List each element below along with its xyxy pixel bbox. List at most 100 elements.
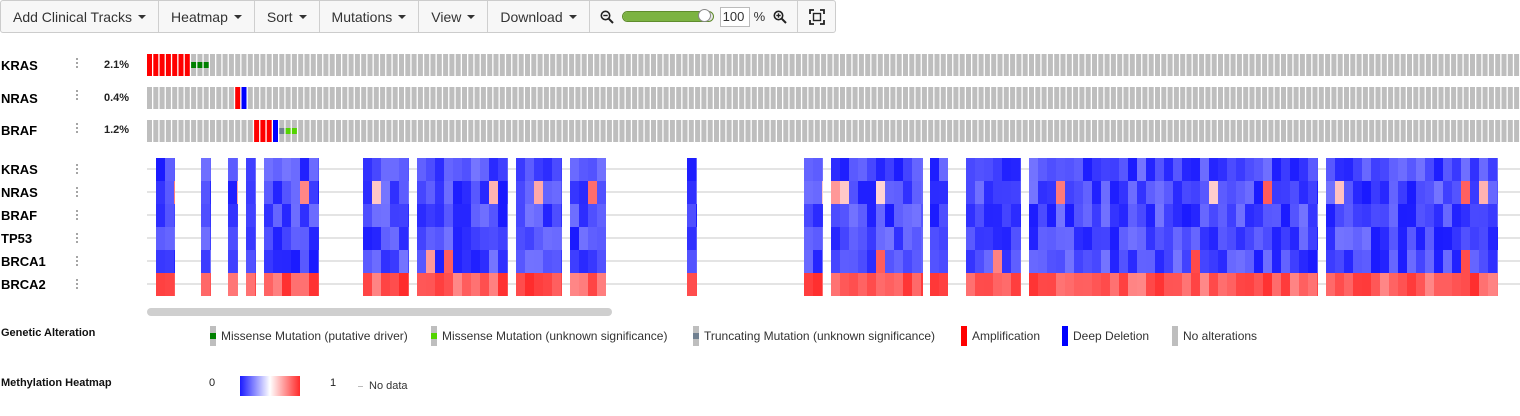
heatmap-cell <box>813 227 822 250</box>
heatmap-cell <box>1227 250 1236 273</box>
oncoprint-cell <box>644 120 650 142</box>
oncoprint-cell <box>1073 87 1079 109</box>
track-menu-icon[interactable] <box>72 57 82 71</box>
heatmap-cell <box>390 181 399 204</box>
oncoprint-cell <box>449 54 455 76</box>
oncoprint-cell <box>512 54 518 76</box>
sort-button[interactable]: Sort <box>255 1 320 32</box>
heatmap-cell <box>1353 273 1362 296</box>
heatmap-label-nras[interactable]: NRAS <box>1 185 38 200</box>
heatmap-cell <box>1371 227 1380 250</box>
mutations-button[interactable]: Mutations <box>320 1 420 32</box>
heatmap-cell <box>309 181 318 204</box>
track-label-braf[interactable]: BRAF <box>1 123 38 138</box>
add-clinical-tracks-button[interactable]: Add Clinical Tracks <box>1 1 160 32</box>
legend-missense-unknown-label: Missense Mutation (unknown significance) <box>442 329 668 343</box>
oncoprint-cell <box>191 87 197 109</box>
track-menu-icon[interactable] <box>72 163 82 177</box>
heatmap-cell <box>1398 158 1407 181</box>
heatmap-cell <box>696 227 697 250</box>
heatmap-cell <box>390 273 399 296</box>
download-button[interactable]: Download <box>488 1 590 32</box>
oncoprint-cell <box>342 120 348 142</box>
oncoprint-cell <box>1003 54 1009 76</box>
zoom-input[interactable] <box>719 6 750 27</box>
oncoprint-cell <box>657 87 663 109</box>
track-menu-icon[interactable] <box>72 278 82 292</box>
zoom-out-icon[interactable] <box>598 8 616 26</box>
heatmap-cell <box>471 158 480 181</box>
heatmap-cell <box>462 204 471 227</box>
track-label-nras[interactable]: NRAS <box>1 91 38 106</box>
track-menu-icon[interactable] <box>72 122 82 136</box>
heatmap-cell <box>1272 158 1281 181</box>
track-label-kras[interactable]: KRAS <box>1 58 38 73</box>
oncoprint-cell <box>411 54 417 76</box>
oncoprint-cell <box>669 54 675 76</box>
heatmap-cell <box>1218 158 1227 181</box>
track-menu-icon[interactable] <box>72 209 82 223</box>
track-menu-icon[interactable] <box>72 186 82 200</box>
oncoprint-mutation-mark <box>291 128 297 134</box>
oncoprint-cell <box>1010 120 1016 142</box>
heatmap-cell <box>1434 181 1443 204</box>
heatmap-cell <box>570 250 579 273</box>
track-menu-icon[interactable] <box>72 255 82 269</box>
oncoprint-canvas[interactable] <box>0 0 1520 300</box>
heatmap-cell <box>1137 158 1146 181</box>
oncoprint-cell <box>1173 120 1179 142</box>
oncoprint-cell <box>1413 87 1419 109</box>
zoom-slider-handle[interactable] <box>698 9 712 22</box>
oncoprint-cell <box>657 54 663 76</box>
oncoprint-cell <box>254 54 260 76</box>
oncoprint-cell <box>367 120 373 142</box>
oncoprint-cell <box>178 54 184 76</box>
heatmap-cell <box>1011 227 1020 250</box>
oncoprint-cell <box>480 87 486 109</box>
heatmap-cell <box>921 227 923 250</box>
horizontal-scrollbar[interactable] <box>147 308 612 316</box>
oncoprint-cell <box>1318 87 1324 109</box>
oncoprint-cell <box>518 54 524 76</box>
heatmap-label-tp53[interactable]: TP53 <box>1 231 33 246</box>
zoom-to-fit-button[interactable] <box>798 1 835 32</box>
oncoprint-cell <box>777 54 782 76</box>
oncoprint-cell <box>1117 54 1123 76</box>
heatmap-cell <box>426 273 435 296</box>
track-menu-icon[interactable] <box>72 89 82 103</box>
oncoprint-cell <box>953 54 959 76</box>
heatmap-cell <box>291 273 300 296</box>
heatmap-button[interactable]: Heatmap <box>159 1 255 32</box>
heatmap-label-kras[interactable]: KRAS <box>1 162 38 177</box>
heatmap-cell <box>471 273 480 296</box>
heatmap-cell <box>408 273 409 296</box>
oncoprint-cell <box>651 54 656 76</box>
oncoprint-cell <box>1501 87 1507 109</box>
heatmap-cell <box>426 158 435 181</box>
heatmap-label-braf[interactable]: BRAF <box>1 208 38 223</box>
heatmap-cell <box>1452 227 1461 250</box>
oncoprint-cell <box>1236 87 1242 109</box>
oncoprint-cell <box>1092 120 1097 142</box>
heatmap-label-brca2[interactable]: BRCA2 <box>1 277 46 292</box>
heatmap-cell <box>435 227 444 250</box>
heatmap-cell <box>993 204 1002 227</box>
heatmap-cell <box>1461 227 1470 250</box>
oncoprint-cell <box>462 54 467 76</box>
heatmap-cell <box>246 250 255 273</box>
oncoprint-cell <box>1369 54 1375 76</box>
zoom-slider[interactable] <box>621 9 714 22</box>
oncoprint-cell <box>871 120 877 142</box>
oncoprint-cell <box>890 54 896 76</box>
view-button[interactable]: View <box>419 1 489 32</box>
heatmap-cell <box>462 250 471 273</box>
heatmap-cell <box>1137 181 1146 204</box>
track-menu-icon[interactable] <box>72 232 82 246</box>
heatmap-cell <box>1380 273 1389 296</box>
heatmap-label-brca1[interactable]: BRCA1 <box>1 254 46 269</box>
heatmap-cell <box>1398 250 1407 273</box>
oncoprint-cell <box>1085 120 1091 142</box>
oncoprint-cell <box>562 120 568 142</box>
zoom-in-icon[interactable] <box>771 8 789 26</box>
heatmap-cell <box>390 250 399 273</box>
